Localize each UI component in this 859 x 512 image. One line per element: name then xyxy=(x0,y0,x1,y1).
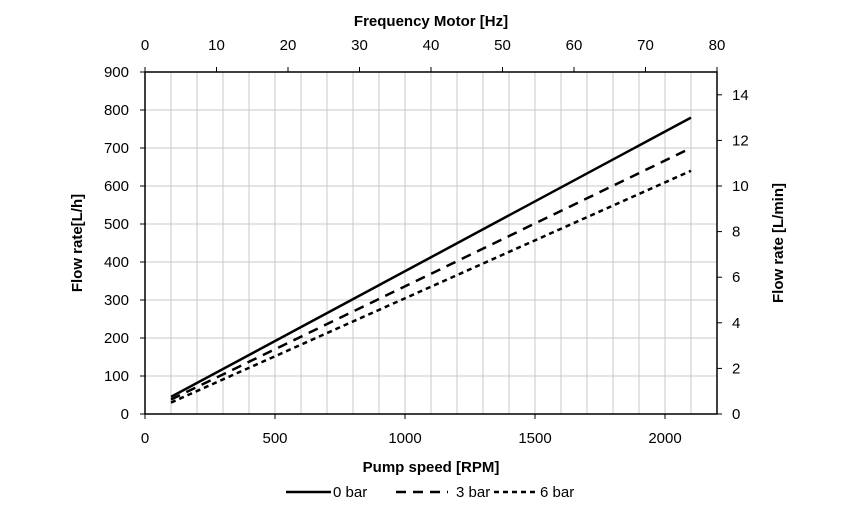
y2-tick-label: 6 xyxy=(732,269,740,286)
series-line-3-bar xyxy=(170,146,692,401)
x2-tick-label: 70 xyxy=(637,37,654,54)
x2-tick-label: 0 xyxy=(141,37,149,54)
x-tick-label: 1500 xyxy=(518,430,551,447)
tick-marks xyxy=(140,67,722,419)
y-tick-label: 700 xyxy=(104,140,129,157)
series-lines xyxy=(170,116,692,404)
x2-tick-label: 40 xyxy=(423,37,440,54)
x2-tick-label: 50 xyxy=(494,37,511,54)
y-tick-label: 0 xyxy=(121,406,129,423)
y2-tick-label: 14 xyxy=(732,87,749,104)
y2-tick-label: 2 xyxy=(732,360,740,377)
x-tick-label: 1000 xyxy=(388,430,421,447)
top-axis-title: Frequency Motor [Hz] xyxy=(354,13,508,30)
y-tick-label: 100 xyxy=(104,368,129,385)
bottom-axis-title: Pump speed [RPM] xyxy=(363,459,500,476)
legend: 0 bar 3 bar 6 bar xyxy=(286,484,574,501)
y-tick-label: 600 xyxy=(104,178,129,195)
y2-tick-label: 4 xyxy=(732,315,740,332)
y-tick-label: 800 xyxy=(104,102,129,119)
series-line-0-bar xyxy=(170,116,692,399)
series-line-6-bar xyxy=(170,169,692,404)
x-tick-label: 0 xyxy=(141,430,149,447)
left-axis-title: Flow rate[L/h] xyxy=(69,194,86,292)
x-tick-label: 2000 xyxy=(648,430,681,447)
legend-label-6-bar: 6 bar xyxy=(540,484,574,501)
y-tick-label: 400 xyxy=(104,254,129,271)
legend-label-0-bar: 0 bar xyxy=(333,484,367,501)
x2-tick-label: 10 xyxy=(208,37,225,54)
x2-tick-label: 80 xyxy=(709,37,726,54)
x-tick-label: 500 xyxy=(262,430,287,447)
y2-tick-label: 0 xyxy=(732,406,740,423)
y-tick-label: 200 xyxy=(104,330,129,347)
y2-tick-label: 10 xyxy=(732,178,749,195)
right-axis-title: Flow rate [L/min] xyxy=(770,183,787,303)
grid xyxy=(145,72,717,414)
y-tick-label: 900 xyxy=(104,64,129,81)
legend-label-3-bar: 3 bar xyxy=(456,484,490,501)
y2-tick-label: 8 xyxy=(732,224,740,241)
y-tick-label: 500 xyxy=(104,216,129,233)
y2-tick-label: 12 xyxy=(732,132,749,149)
x2-tick-label: 20 xyxy=(280,37,297,54)
x2-tick-label: 60 xyxy=(566,37,583,54)
y-tick-label: 300 xyxy=(104,292,129,309)
x2-tick-label: 30 xyxy=(351,37,368,54)
